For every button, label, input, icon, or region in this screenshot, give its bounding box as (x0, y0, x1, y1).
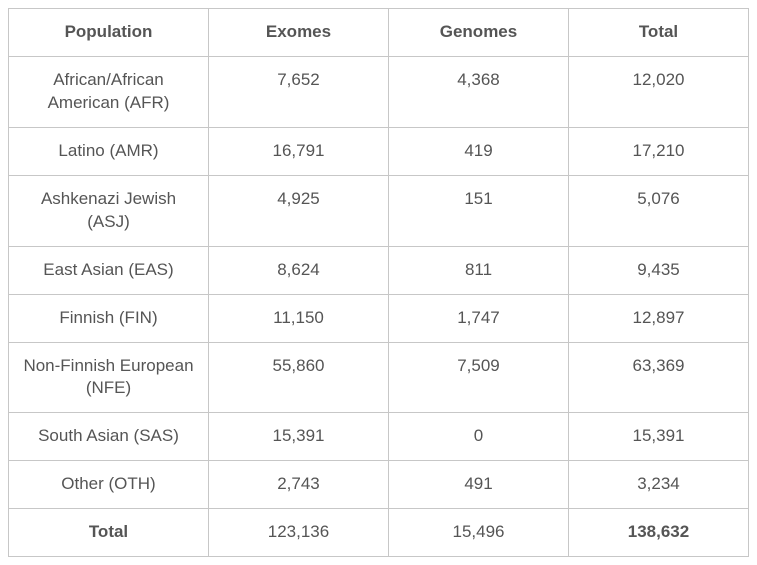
cell-population: Non-Finnish European (NFE) (9, 342, 209, 413)
cell-total: 63,369 (569, 342, 749, 413)
cell-exomes: 55,860 (209, 342, 389, 413)
cell-population: Other (OTH) (9, 461, 209, 509)
cell-genomes: 1,747 (389, 294, 569, 342)
cell-population: South Asian (SAS) (9, 413, 209, 461)
table-row: Other (OTH) 2,743 491 3,234 (9, 461, 749, 509)
cell-genomes: 419 (389, 127, 569, 175)
cell-population: East Asian (EAS) (9, 246, 209, 294)
cell-exomes: 16,791 (209, 127, 389, 175)
cell-exomes: 8,624 (209, 246, 389, 294)
cell-total: 12,897 (569, 294, 749, 342)
cell-total: 17,210 (569, 127, 749, 175)
cell-total: 12,020 (569, 56, 749, 127)
cell-population: African/African American (AFR) (9, 56, 209, 127)
table-row: Latino (AMR) 16,791 419 17,210 (9, 127, 749, 175)
cell-genomes: 0 (389, 413, 569, 461)
col-header-total: Total (569, 9, 749, 57)
cell-total: 15,391 (569, 413, 749, 461)
table-row: East Asian (EAS) 8,624 811 9,435 (9, 246, 749, 294)
cell-genomes: 4,368 (389, 56, 569, 127)
footer-exomes: 123,136 (209, 509, 389, 557)
table-row: Non-Finnish European (NFE) 55,860 7,509 … (9, 342, 749, 413)
cell-exomes: 15,391 (209, 413, 389, 461)
cell-exomes: 4,925 (209, 175, 389, 246)
cell-total: 5,076 (569, 175, 749, 246)
cell-genomes: 7,509 (389, 342, 569, 413)
footer-total: 138,632 (569, 509, 749, 557)
cell-population: Finnish (FIN) (9, 294, 209, 342)
table-row: Ashkenazi Jewish (ASJ) 4,925 151 5,076 (9, 175, 749, 246)
table-row: Finnish (FIN) 11,150 1,747 12,897 (9, 294, 749, 342)
table-body: African/African American (AFR) 7,652 4,3… (9, 56, 749, 556)
population-table: Population Exomes Genomes Total African/… (8, 8, 749, 557)
col-header-population: Population (9, 9, 209, 57)
cell-genomes: 811 (389, 246, 569, 294)
col-header-exomes: Exomes (209, 9, 389, 57)
cell-total: 9,435 (569, 246, 749, 294)
cell-population: Ashkenazi Jewish (ASJ) (9, 175, 209, 246)
cell-genomes: 491 (389, 461, 569, 509)
footer-genomes: 15,496 (389, 509, 569, 557)
cell-total: 3,234 (569, 461, 749, 509)
table-row: South Asian (SAS) 15,391 0 15,391 (9, 413, 749, 461)
footer-label: Total (9, 509, 209, 557)
cell-exomes: 2,743 (209, 461, 389, 509)
cell-population: Latino (AMR) (9, 127, 209, 175)
col-header-genomes: Genomes (389, 9, 569, 57)
cell-exomes: 7,652 (209, 56, 389, 127)
table-row: African/African American (AFR) 7,652 4,3… (9, 56, 749, 127)
cell-exomes: 11,150 (209, 294, 389, 342)
table-header-row: Population Exomes Genomes Total (9, 9, 749, 57)
table-footer-row: Total 123,136 15,496 138,632 (9, 509, 749, 557)
cell-genomes: 151 (389, 175, 569, 246)
